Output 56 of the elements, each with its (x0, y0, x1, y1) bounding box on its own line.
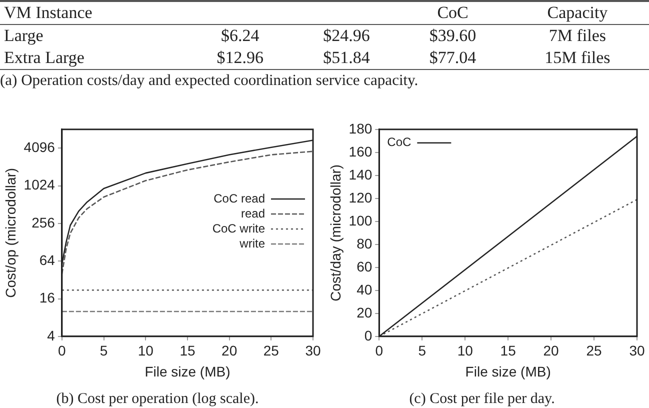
x-tick-label: 15 (500, 342, 516, 359)
y-tick-label: 64 (39, 252, 56, 268)
text: (a) Operation costs/day and expected coordination service capacity. (0, 72, 420, 90)
category-label: CoC (436, 2, 470, 24)
legend-label: CoC read (214, 191, 265, 206)
legend-label: read (240, 206, 265, 220)
text: $6.24 (220, 25, 260, 47)
legend-label: write (238, 236, 266, 250)
y-tick-label: 16 (39, 290, 56, 306)
x-tick-label: 20 (222, 342, 238, 359)
y-tick-label: 140 (348, 166, 372, 182)
text: (c) Cost per file per day. (409, 390, 555, 407)
text: 7M files (548, 25, 608, 47)
y-tick-label: 80 (356, 235, 372, 252)
text: $39.60 (428, 25, 478, 47)
y-axis-title: Cost/day (microdollar) (327, 164, 344, 302)
y-tick-label: 4096 (24, 139, 56, 156)
legend-label: CoC write (212, 221, 266, 236)
y-tick-label: 180 (348, 120, 372, 136)
text: $24.96 (322, 25, 371, 47)
y-tick-label: 100 (348, 212, 372, 228)
x-tick-label: 30 (305, 342, 321, 359)
y-tick-label: 4 (47, 327, 56, 344)
y-tick-label: 256 (32, 214, 56, 230)
category-label: VM Instance (3, 2, 94, 24)
y-tick-label: 120 (348, 189, 372, 206)
x-axis-title: File size (MB) (465, 363, 551, 380)
y-tick-label: 60 (356, 258, 372, 274)
x-tick-label: 0 (58, 342, 66, 359)
y-tick-label: 160 (348, 143, 372, 160)
x-tick-label: 20 (543, 342, 560, 359)
x-tick-label: 15 (180, 342, 196, 359)
text: $12.96 (216, 47, 265, 69)
text: $51.84 (322, 47, 371, 69)
text: 15M files (544, 47, 612, 69)
y-tick-label: 1024 (24, 176, 56, 193)
x-tick-label: 25 (586, 342, 602, 359)
text: $77.04 (428, 47, 478, 69)
text: Large (3, 25, 44, 47)
y-tick-label: 0 (364, 327, 372, 344)
x-axis-title: File size (MB) (144, 363, 230, 380)
x-tick-label: 10 (138, 342, 154, 359)
y-tick-label: 20 (356, 304, 372, 320)
legend-label: CoC (387, 135, 412, 150)
text: (b) Cost per operation (log scale). (56, 390, 259, 407)
x-tick-label: 10 (457, 342, 474, 359)
line-series (62, 150, 313, 275)
x-tick-label: 25 (263, 342, 280, 359)
x-tick-label: 0 (375, 342, 384, 359)
x-tick-label: 5 (100, 342, 108, 359)
category-label: Capacity (546, 2, 609, 24)
y-tick-label: 40 (356, 281, 372, 298)
y-axis-title: Cost/op (microdollar) (2, 168, 18, 298)
text: Extra Large (3, 47, 86, 69)
x-tick-label: 5 (418, 342, 426, 359)
x-tick-label: 30 (629, 342, 645, 359)
